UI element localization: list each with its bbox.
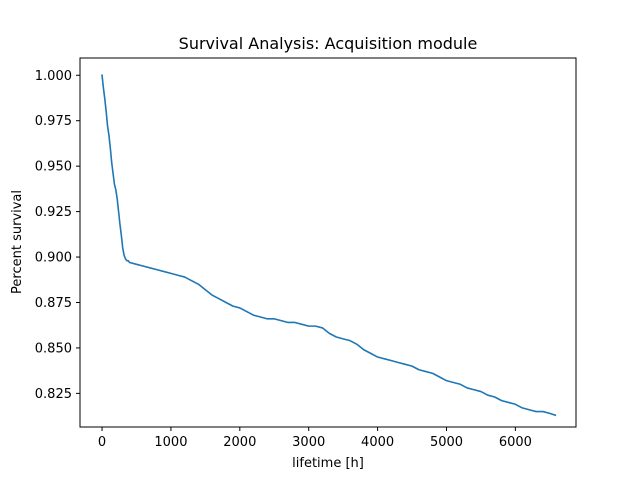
- y-axis-ticks: 0.825 0.850 0.875 0.900 0.925 0.950 0.975 1.000: [35, 69, 80, 402]
- y-tick-label: 0.825: [35, 387, 72, 402]
- y-tick-label: 1.000: [35, 69, 72, 84]
- x-tick-label: 3000: [292, 435, 325, 450]
- y-axis-label: Percent survival: [10, 190, 25, 294]
- y-tick-label: 0.900: [35, 251, 72, 266]
- x-tick-label: 1000: [154, 435, 187, 450]
- x-tick-label: 6000: [499, 435, 532, 450]
- survival-line-series-0: [101, 74, 557, 417]
- x-axis-label: lifetime [h]: [292, 456, 364, 471]
- chart-title: Survival Analysis: Acquisition module: [179, 34, 478, 53]
- x-axis-ticks: 0 1000 2000 3000 4000 5000 6000: [98, 427, 532, 450]
- x-tick-label: 5000: [430, 435, 463, 450]
- y-tick-label: 0.950: [35, 160, 72, 175]
- data-layer: [101, 74, 557, 417]
- x-tick-label: 4000: [361, 435, 394, 450]
- y-tick-label: 0.975: [35, 114, 72, 129]
- plot-area: [80, 58, 576, 427]
- x-tick-label: 0: [98, 435, 106, 450]
- y-tick-label: 0.875: [35, 296, 72, 311]
- plot-frame: [79, 57, 577, 428]
- y-tick-label: 0.850: [35, 341, 72, 356]
- x-tick-label: 2000: [223, 435, 256, 450]
- y-tick-label: 0.925: [35, 205, 72, 220]
